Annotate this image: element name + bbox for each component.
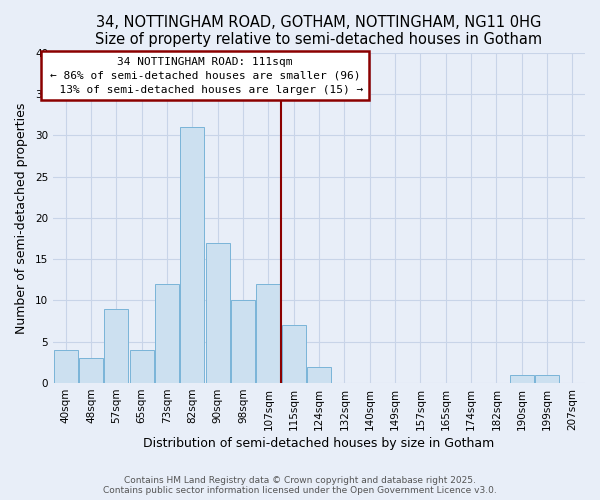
Bar [155,284,179,383]
Bar [181,127,205,383]
Bar [53,350,78,383]
Title: 34, NOTTINGHAM ROAD, GOTHAM, NOTTINGHAM, NG11 0HG
Size of property relative to s: 34, NOTTINGHAM ROAD, GOTHAM, NOTTINGHAM,… [95,15,542,48]
Bar [256,284,280,383]
Bar [509,375,534,383]
Text: 34 NOTTINGHAM ROAD: 111sqm
← 86% of semi-detached houses are smaller (96)
  13% : 34 NOTTINGHAM ROAD: 111sqm ← 86% of semi… [46,57,364,95]
Y-axis label: Number of semi-detached properties: Number of semi-detached properties [15,102,28,334]
Text: Contains HM Land Registry data © Crown copyright and database right 2025.
Contai: Contains HM Land Registry data © Crown c… [103,476,497,495]
X-axis label: Distribution of semi-detached houses by size in Gotham: Distribution of semi-detached houses by … [143,437,494,450]
Bar [79,358,103,383]
Bar [130,350,154,383]
Bar [206,242,230,383]
Bar [307,366,331,383]
Bar [535,375,559,383]
Bar [281,326,306,383]
Bar [231,300,255,383]
Bar [104,308,128,383]
